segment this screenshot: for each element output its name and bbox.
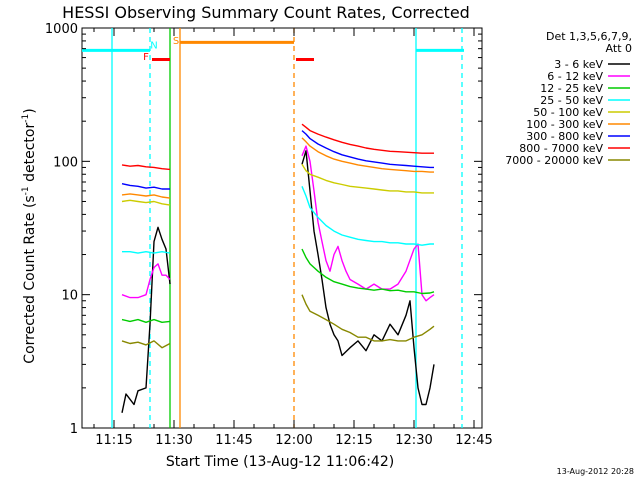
legend-label-2: 12 - 25 keV [540,82,603,95]
x-tick-label-3: 12:00 [275,433,312,448]
x-tick-label-0: 11:15 [95,433,132,448]
x-tick-label-1: 11:30 [155,433,192,448]
legend-title-line1: Det 1,3,5,6,7,9, [546,30,632,43]
y-axis-label-sup2: -1 [21,114,31,123]
legend-label-3: 25 - 50 keV [540,94,603,107]
svg-text:Corrected Count Rate (s-1 dete: Corrected Count Rate (s-1 detector-1) [21,108,38,363]
series-line-6-seg-1 [301,130,434,169]
series-line-5-seg-0 [121,193,171,199]
series-line-2-seg-1 [301,248,435,295]
y-axis-label-sup1: -1 [21,186,31,195]
series-line-1-seg-0 [121,263,171,299]
series-line-8-seg-0 [121,340,171,349]
y-tick-label-1: 10 [61,289,78,304]
y-tick-label-3: 1000 [45,22,78,37]
series-line-5-seg-1 [301,137,434,173]
series-line-4-seg-0 [121,199,171,206]
series-line-2-seg-0 [121,318,171,323]
flag-label-1: N [150,41,157,52]
series-line-3-seg-1 [301,186,434,246]
axes: 11:15 11:30 11:45 12:00 12:15 12:30 12:45 1 10 10… [45,22,493,448]
annotations: FN S [82,28,464,428]
y-axis-label-end: ) [22,108,38,113]
series-line-6-seg-0 [121,183,170,190]
series-line-3-seg-0 [122,250,171,254]
y-tick-label-2: 100 [53,155,78,170]
series-group [121,123,435,413]
series-line-0-seg-0 [121,226,171,413]
legend-label-6: 300 - 800 keV [526,130,603,143]
series-line-4-seg-1 [301,163,434,194]
legend-title-line2: Att 0 [606,42,632,55]
flag-label-2: S [173,36,179,47]
y-axis-label-main: Corrected Count Rate (s [22,195,38,363]
y-axis-label-mid: detector [22,123,38,187]
series-line-7-seg-1 [301,123,434,154]
legend-label-1: 6 - 12 keV [547,70,603,83]
chart-title: HESSI Observing Summary Count Rates, Cor… [62,3,470,22]
y-tick-label-0: 1 [70,422,78,437]
x-tick-label-2: 11:45 [215,433,252,448]
plot-frame [81,27,483,429]
x-tick-label-6: 12:45 [455,433,492,448]
series-line-8-seg-1 [301,294,435,342]
x-tick-label-4: 12:15 [335,433,372,448]
x-axis-label: Start Time (13-Aug-12 11:06:42) [166,454,394,470]
legend-label-8: 7000 - 20000 keV [505,154,603,167]
series-line-0-seg-1 [301,150,435,406]
legend-label-7: 800 - 7000 keV [519,142,603,155]
legend-label-0: 3 - 6 keV [554,58,603,71]
x-tick-label-5: 12:30 [395,433,432,448]
legend-label-4: 50 - 100 keV [533,106,603,119]
series-line-7-seg-0 [121,164,171,171]
flag-label-0: F [143,52,149,63]
legend-label-5: 100 - 300 keV [526,118,603,131]
timestamp: 13-Aug-2012 20:28 [557,467,634,476]
y-axis-label: Corrected Count Rate (s-1 detector-1) [21,108,38,363]
